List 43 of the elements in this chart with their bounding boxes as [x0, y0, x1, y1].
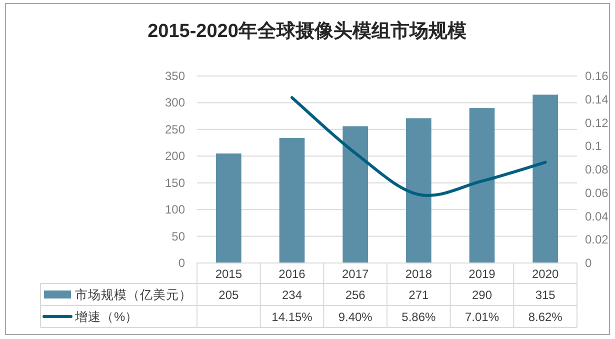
data-label: 234	[282, 288, 302, 302]
x-tick-label: 2018	[405, 267, 432, 281]
data-label: 8.62%	[528, 310, 563, 324]
y-tick-label: 350	[164, 69, 186, 83]
y-tick-label: 50	[172, 229, 186, 244]
y-tick-label: 300	[164, 96, 186, 110]
y2-tick-label: 0.14	[585, 92, 609, 106]
y2-tick-label: 0	[585, 256, 592, 270]
data-label: 14.15%	[272, 310, 313, 324]
data-label: 7.01%	[464, 310, 500, 324]
chart-title: 2015-2020年全球摄像头模组市场规模	[148, 20, 466, 42]
bar	[342, 126, 368, 263]
data-label: 205	[218, 288, 239, 302]
data-label: 271	[408, 288, 429, 302]
y2-tick-label: 0.16	[585, 69, 609, 83]
y2-tick-label: 0.12	[585, 116, 609, 130]
bar	[216, 153, 242, 263]
x-tick-label: 2020	[532, 267, 560, 281]
data-label: 9.40%	[338, 310, 373, 324]
y2-tick-label: 0.06	[585, 186, 609, 200]
y-tick-label: 200	[164, 149, 186, 164]
bar	[532, 94, 558, 263]
y-tick-label: 100	[164, 202, 186, 217]
legend-label: 增速（%）	[74, 310, 138, 324]
y-tick-label: 0	[178, 256, 186, 270]
data-label: 256	[345, 288, 366, 302]
data-label: 290	[472, 288, 492, 302]
y2-tick-label: 0.1	[585, 139, 602, 154]
y-tick-label: 250	[164, 122, 186, 136]
x-tick-label: 2016	[278, 267, 306, 281]
data-label: 5.86%	[402, 310, 436, 324]
y2-tick-label: 0.04	[585, 209, 609, 224]
y2-tick-label: 0.08	[585, 162, 609, 176]
data-label: 315	[535, 288, 556, 302]
x-tick-label: 2017	[342, 267, 370, 281]
x-tick-label: 2019	[468, 267, 496, 281]
y-tick-label: 150	[164, 176, 186, 190]
y2-tick-label: 0.02	[585, 232, 609, 247]
bar	[279, 138, 305, 263]
x-tick-label: 2015	[215, 267, 242, 281]
legend-label: 市场规模（亿美元）	[75, 287, 192, 302]
bar	[406, 118, 432, 263]
bar	[469, 108, 495, 263]
